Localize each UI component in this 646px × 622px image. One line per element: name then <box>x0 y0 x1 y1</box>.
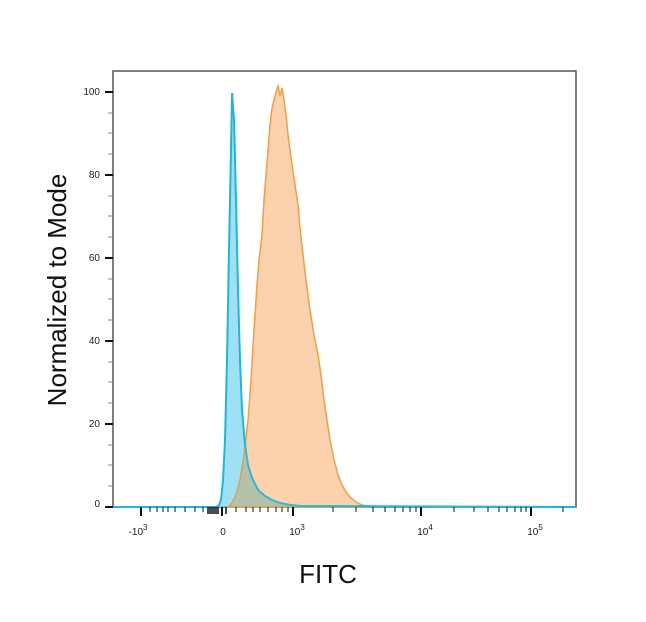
series-blue-outline <box>113 92 577 508</box>
series-orange-histogram <box>226 83 371 508</box>
x-tick-0: 0 <box>220 527 226 538</box>
series-blue-histogram <box>113 93 576 507</box>
x-tick-1e3: 103 <box>289 523 305 538</box>
x-tick-1e4: 104 <box>417 523 433 538</box>
y-axis <box>105 91 113 508</box>
y-tick-20: 20 <box>89 419 101 430</box>
y-tick-80: 80 <box>89 170 101 181</box>
y-tick-0: 0 <box>94 499 100 510</box>
x-axis <box>140 507 564 516</box>
x-tick-1e5: 105 <box>527 523 543 538</box>
x-tick-neg-1e3: -103 <box>129 523 148 538</box>
plot-frame <box>112 70 577 508</box>
x-axis-title: FITC <box>299 559 357 589</box>
y-axis-title: Normalized to Mode <box>42 174 72 407</box>
y-tick-labels: 100 80 60 40 20 0 <box>83 87 100 510</box>
y-tick-60: 60 <box>89 253 101 264</box>
y-tick-100: 100 <box>83 87 100 98</box>
y-tick-40: 40 <box>89 336 101 347</box>
overlap-region <box>228 438 300 507</box>
x-tick-labels: -103 0 103 104 105 <box>129 523 544 538</box>
